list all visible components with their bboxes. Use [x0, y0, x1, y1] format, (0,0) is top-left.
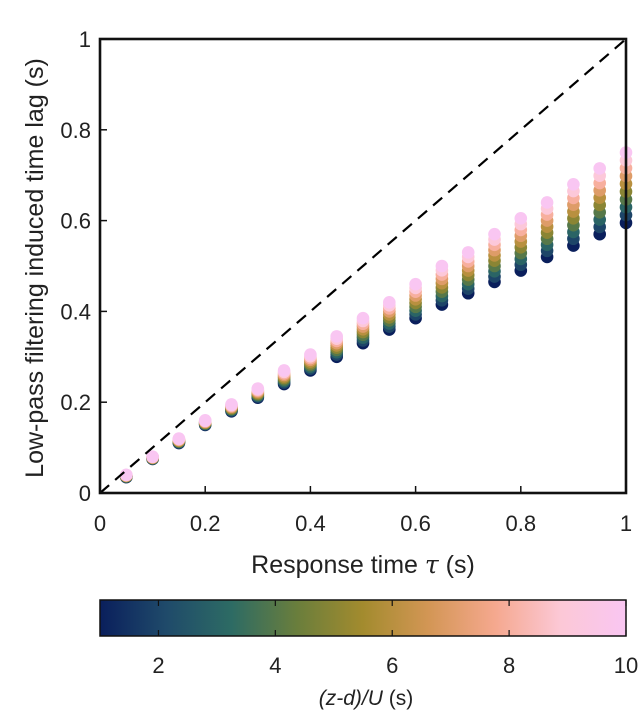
x-axis-label-unit: (s)	[446, 551, 475, 579]
y-tick-label: 0	[79, 481, 91, 506]
data-point	[435, 259, 449, 273]
point-group-0	[120, 468, 133, 484]
x-tick-label: 1	[620, 511, 632, 536]
y-tick-label: 0.6	[60, 209, 91, 234]
point-group-14	[488, 227, 501, 289]
colorbar-label-unit: (s)	[389, 687, 414, 710]
data-point	[488, 227, 501, 241]
y-tick-label: 0.2	[60, 390, 91, 415]
point-group-12	[435, 259, 449, 311]
point-group-10	[383, 296, 396, 336]
colorbar-label: (z-d)/U (s)	[319, 687, 414, 710]
point-group-2	[172, 432, 186, 450]
data-point	[593, 162, 606, 175]
data-point	[304, 348, 317, 361]
y-tick-label: 0.4	[60, 299, 91, 324]
data-point	[461, 246, 475, 259]
point-group-11	[409, 277, 422, 325]
colorbar-tick-label: 6	[386, 653, 398, 678]
data-point	[225, 398, 238, 411]
colorbar-label-italic: (z-d)/U	[319, 687, 384, 710]
data-point	[356, 311, 370, 325]
colorbar-tick-label: 2	[152, 653, 164, 678]
data-point	[330, 330, 344, 343]
point-group-8	[330, 330, 344, 364]
y-tick-label: 0.8	[60, 118, 91, 143]
data-points	[120, 146, 633, 484]
y-axis-ticks: 0 0.2 0.4 0.6 0.8 1	[60, 27, 107, 506]
y-axis-label: Low-pass filtering induced time lag (s)	[21, 58, 49, 478]
data-point	[409, 277, 422, 291]
colorbar-tick-label: 4	[269, 653, 281, 678]
x-tick-label: 0.6	[400, 511, 431, 536]
x-axis-label-text: Response time	[251, 551, 418, 579]
point-group-4	[225, 398, 238, 418]
data-point	[567, 177, 580, 191]
point-group-5	[251, 382, 265, 404]
point-group-19	[619, 146, 633, 230]
colorbar	[99, 599, 627, 637]
x-tick-label: 0.2	[190, 511, 221, 536]
point-group-6	[277, 364, 291, 391]
point-group-17	[567, 177, 580, 252]
x-axis-label: Response time τ (s)	[251, 550, 475, 579]
point-group-13	[461, 246, 475, 300]
colorbar-tick-label: 8	[503, 653, 515, 678]
point-group-9	[356, 311, 370, 350]
point-group-15	[514, 212, 528, 277]
plot-frame	[98, 37, 628, 495]
point-group-3	[198, 414, 212, 432]
data-point	[514, 212, 528, 225]
point-group-18	[593, 162, 606, 241]
x-tick-label: 0.4	[295, 511, 326, 536]
data-point	[277, 364, 291, 377]
y-tick-label: 1	[79, 27, 91, 52]
x-tick-label: 0	[94, 511, 106, 536]
point-group-7	[304, 348, 317, 377]
colorbar-ticks: 2 4 6 8 10	[152, 600, 638, 678]
x-axis-ticks: 0 0.2 0.4 0.6 0.8 1	[94, 486, 632, 536]
x-tick-label: 0.8	[506, 511, 537, 536]
point-group-16	[540, 196, 554, 264]
point-group-1	[146, 450, 159, 466]
data-point	[383, 296, 396, 309]
identity-reference-line	[99, 38, 627, 494]
data-point	[172, 432, 186, 445]
x-axis-label-symbol: τ	[425, 550, 440, 579]
data-point	[198, 414, 212, 427]
data-point	[251, 382, 265, 395]
data-point	[146, 450, 159, 463]
data-point	[540, 196, 554, 209]
colorbar-tick-label: 10	[614, 653, 638, 678]
